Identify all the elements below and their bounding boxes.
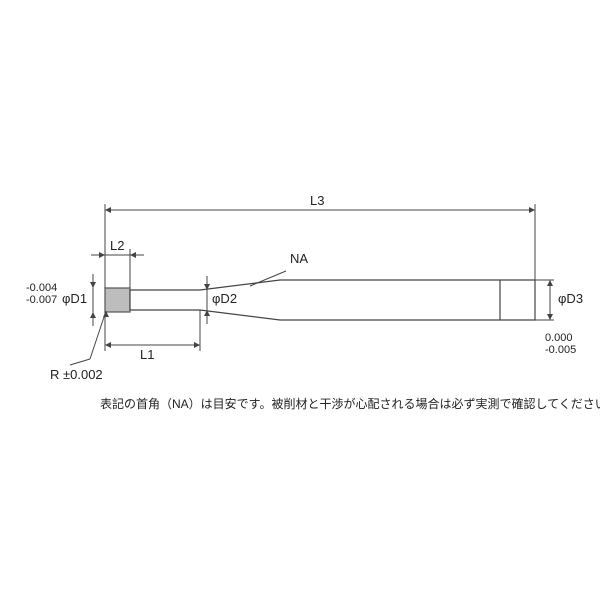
label-D1: φD1	[62, 292, 87, 306]
label-D1-tol-lower: -0.007	[26, 294, 57, 306]
label-R-tol: R ±0.002	[50, 368, 103, 382]
label-D3-tol-lower: -0.005	[545, 344, 576, 356]
label-L3: L3	[310, 194, 324, 208]
label-D3-tol-upper: 0.000	[545, 332, 573, 344]
diagram-canvas: L3 L2 L1 NA φD1 φD2 φD3 -0.004 -0.007 0.…	[0, 0, 600, 600]
label-D3: φD3	[558, 292, 583, 306]
drawing-svg	[0, 0, 600, 600]
label-D2: φD2	[212, 292, 237, 306]
label-L1: L1	[140, 348, 154, 362]
label-D1-tol-upper: -0.004	[26, 282, 57, 294]
label-L2: L2	[110, 239, 124, 253]
label-NA: NA	[290, 252, 308, 266]
footnote: 表記の首角（NA）は目安です。被削材と干渉が心配される場合は必ず実測で確認してく…	[100, 395, 600, 412]
